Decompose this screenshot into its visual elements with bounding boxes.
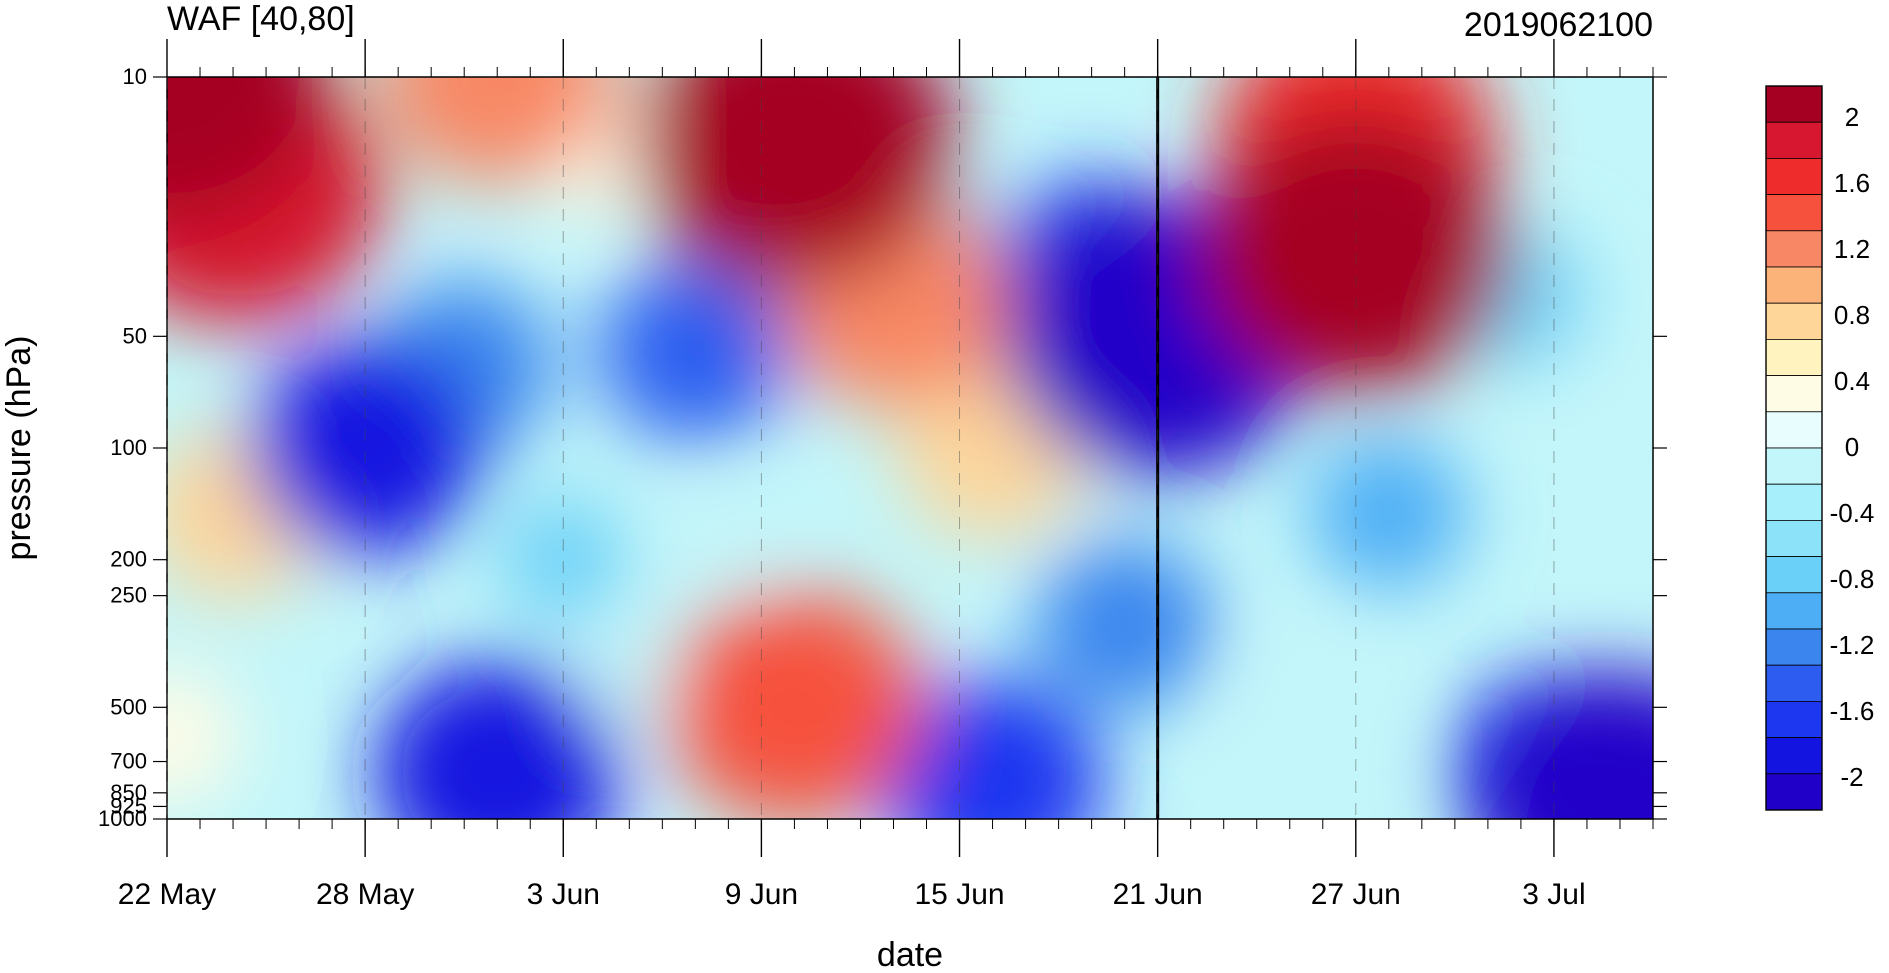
y-tick-label: 10 (123, 64, 147, 89)
colorbar-swatch (1765, 701, 1823, 739)
x-tick-label: 3 Jun (527, 878, 600, 911)
colorbar-label: 1.2 (1834, 234, 1870, 264)
y-tick-label: 500 (110, 694, 147, 719)
y-tick-label: 250 (110, 583, 147, 608)
x-tick-label: 9 Jun (725, 878, 798, 911)
x-axis: 22 May 28 May 3 Jun 9 Jun 15 Jun 21 Jun 27 Jun… (118, 39, 1654, 911)
x-tick-label: 22 May (118, 878, 216, 911)
colorbar-label: 2 (1845, 102, 1859, 132)
colorbar-label: 0 (1845, 432, 1859, 462)
colorbar-swatch (1765, 737, 1823, 775)
y-tick-label: 1000 (98, 806, 147, 831)
colorbar-swatch (1765, 375, 1823, 413)
colorbar-swatch (1765, 266, 1823, 304)
field-blob (633, 77, 956, 287)
field-blob (374, 660, 620, 819)
colorbar-swatch (1765, 556, 1823, 594)
field-blob (1310, 436, 1468, 590)
colorbar-label: -1.2 (1830, 630, 1875, 660)
field-blob (1200, 114, 1512, 394)
colorbar: 2 1.6 1.2 0.8 0.4 0 -0.4 -0.8 -1.2 -1.6 -2 (1765, 85, 1875, 811)
colorbar-label: -2 (1840, 762, 1863, 792)
field-blob (682, 493, 774, 593)
y-tick-label: 700 (110, 749, 147, 774)
colorbar-label: 0.8 (1834, 300, 1870, 330)
colorbar-label: -1.6 (1830, 696, 1875, 726)
field-blob (1313, 714, 1399, 809)
field-blob (248, 340, 483, 556)
field-blob (501, 496, 626, 623)
x-tick-label: 27 Jun (1311, 878, 1401, 911)
y-tick-label: 200 (110, 547, 147, 572)
colorbar-label: -0.8 (1830, 564, 1875, 594)
colorbar-swatch (1765, 483, 1823, 521)
x-tick-label: 15 Jun (914, 878, 1004, 911)
y-tick-label: 850 (110, 780, 147, 805)
field-blobs (167, 77, 1653, 819)
colorbar-swatch (1765, 230, 1823, 268)
colorbar-swatch (1765, 520, 1823, 558)
y-tick-label: 50 (123, 323, 147, 348)
field-blob (1241, 638, 1339, 743)
y-tick-label: 925 (110, 793, 147, 818)
colorbar-swatch (1765, 157, 1823, 195)
field-blob (167, 664, 240, 809)
x-tick-label: 3 Jul (1522, 878, 1585, 911)
plot-area (166, 76, 1654, 820)
y-tick-label: 100 (110, 435, 147, 460)
colorbar-swatch (1765, 628, 1823, 666)
field-blob (583, 621, 675, 721)
field-blob (881, 679, 1105, 819)
colorbar-swatch (1765, 194, 1823, 232)
colorbar-swatch (1765, 302, 1823, 340)
colorbar-swatch (1765, 85, 1823, 123)
field-blob (666, 590, 923, 819)
y-axis-label: pressure (hPa) (0, 336, 38, 561)
field-blob (167, 77, 328, 221)
x-tick-label: 28 May (316, 878, 414, 911)
field-blob (380, 77, 615, 185)
chart-date-label: 2019062100 (1464, 6, 1653, 44)
field-blob (1475, 671, 1653, 819)
chart-title: WAF [40,80] (167, 0, 355, 38)
colorbar-frame (1765, 85, 1823, 811)
colorbar-swatch (1765, 411, 1823, 449)
colorbar-swatch (1765, 592, 1823, 630)
field-blob (1035, 539, 1215, 711)
colorbar-swatch (1765, 773, 1823, 811)
x-tick-label: 21 Jun (1113, 878, 1203, 911)
colorbar-swatch (1765, 338, 1823, 376)
colorbar-label: -0.4 (1830, 498, 1875, 528)
x-axis-label: date (877, 936, 943, 968)
colorbar-swatch (1765, 664, 1823, 702)
colorbar-label: 1.6 (1834, 168, 1870, 198)
field-blob (600, 261, 791, 442)
colorbar-label: 0.4 (1834, 366, 1870, 396)
colorbar-swatch (1765, 121, 1823, 159)
colorbar-swatch (1765, 447, 1823, 485)
